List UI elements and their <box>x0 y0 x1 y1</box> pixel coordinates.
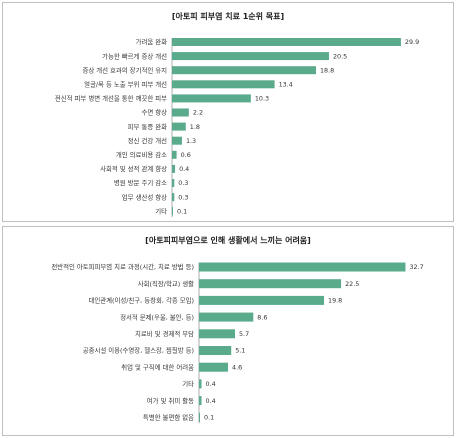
bar <box>199 362 229 372</box>
bar <box>199 279 342 289</box>
data-label: 5.7 <box>239 330 249 338</box>
bar <box>172 164 176 173</box>
data-label: 5.1 <box>235 347 245 355</box>
data-label: 4.6 <box>232 363 242 371</box>
data-label: 8.6 <box>257 313 267 321</box>
chart-svg-daily-difficulties: 전반적인 아토피피부염 치료 과정(시간, 치료 방법 등) 32.7 사회(직장/… <box>51 262 424 424</box>
bar <box>199 346 232 355</box>
chart-panel-daily-difficulties: [아토피피부염으로 인해 생활에서 느끼는 어려움] 전반적인 아토피피부염 치… <box>2 226 454 436</box>
category-label: 업무 생산성 향상 <box>122 192 167 201</box>
bar <box>172 66 316 75</box>
bar <box>199 396 202 406</box>
category-label: 특별한 불편함 없음 <box>143 413 194 422</box>
category-label: 대인관계(이성/친구, 동창회, 각종 모임) <box>89 296 195 305</box>
category-label: 취업 및 구직에 대한 어려움 <box>121 362 194 371</box>
bar <box>172 38 401 46</box>
bar <box>199 412 200 422</box>
category-label: 기타 <box>155 206 167 215</box>
bar <box>172 136 182 145</box>
bar <box>172 207 173 216</box>
category-label: 개인 의료비용 감소 <box>116 150 167 159</box>
bar <box>172 94 251 103</box>
bar <box>199 262 406 272</box>
category-label: 사회적 및 성적 관계 향상 <box>100 164 167 173</box>
category-label: 증상 개선 효과의 장기적인 유지 <box>82 65 167 74</box>
bar <box>172 108 189 117</box>
bar <box>172 122 186 131</box>
bar <box>199 312 254 322</box>
chart-title: [아토피피부염으로 인해 생활에서 느끼는 어려움] <box>145 236 311 245</box>
chart-panel-treatment-goals: [아토피 피부염 치료 1순위 목표] 가려움 완화 29.9 가능한 빠르게 증상… <box>2 2 454 222</box>
data-label: 0.1 <box>204 414 214 422</box>
category-label: 전반적인 아토피피부염 치료 과정(시간, 치료 방법 등) <box>51 262 194 271</box>
data-label: 0.4 <box>206 380 216 388</box>
category-label: 기타 <box>182 379 194 388</box>
data-label: 32.7 <box>409 263 423 271</box>
data-label: 0.4 <box>206 397 216 405</box>
category-label: 피부 통증 완화 <box>128 122 167 131</box>
data-label: 13.4 <box>279 81 293 89</box>
data-label: 0.6 <box>181 151 191 159</box>
category-label: 여가 및 취미 활동 <box>147 396 194 405</box>
category-label: 사회(직장/학교) 생활 <box>138 279 194 288</box>
data-label: 0.3 <box>178 193 188 201</box>
category-label: 병원 방문 주기 감소 <box>114 178 167 187</box>
data-label: 18.8 <box>320 66 334 74</box>
bar <box>172 80 275 89</box>
data-label: 22.5 <box>345 280 359 288</box>
data-label: 2.2 <box>193 109 203 117</box>
bar <box>172 193 175 202</box>
category-label: 치료비 및 경제적 부담 <box>135 329 194 338</box>
category-label: 공중시설 이용(수영장, 헬스장, 찜질방 등) <box>83 346 194 355</box>
data-label: 0.1 <box>177 207 187 215</box>
bar <box>172 52 329 61</box>
bar <box>172 150 177 159</box>
category-label: 정서적 문제(우울, 불안, 등) <box>120 312 194 321</box>
category-label: 가려움 완화 <box>136 37 168 46</box>
bar <box>172 179 175 187</box>
chart-title: [아토피 피부염 치료 1순위 목표] <box>171 12 285 21</box>
category-label: 전신적 피부 병변 개선을 통한 깨끗한 피부 <box>55 94 167 103</box>
data-label: 1.3 <box>186 137 196 145</box>
data-label: 0.3 <box>178 179 188 187</box>
bar <box>199 379 202 389</box>
bar <box>199 329 235 339</box>
data-label: 1.8 <box>190 123 200 131</box>
category-label: 얼굴/목 등 노출 부위 피부 개선 <box>84 80 167 89</box>
bar <box>199 295 325 305</box>
data-label: 19.8 <box>328 297 342 305</box>
chart-svg-treatment-goals: 가려움 완화 29.9 가능한 빠르게 증상 개선 20.5 증상 개선 효과의 장기적… <box>55 37 419 218</box>
category-label: 정신 건강 개선 <box>128 136 167 145</box>
data-label: 29.9 <box>405 38 419 46</box>
category-label: 가능한 빠르게 증상 개선 <box>102 51 167 60</box>
data-label: 0.4 <box>179 165 189 173</box>
category-label: 수면 향상 <box>141 108 167 117</box>
data-label: 10.3 <box>255 95 269 103</box>
data-label: 20.5 <box>333 52 347 60</box>
